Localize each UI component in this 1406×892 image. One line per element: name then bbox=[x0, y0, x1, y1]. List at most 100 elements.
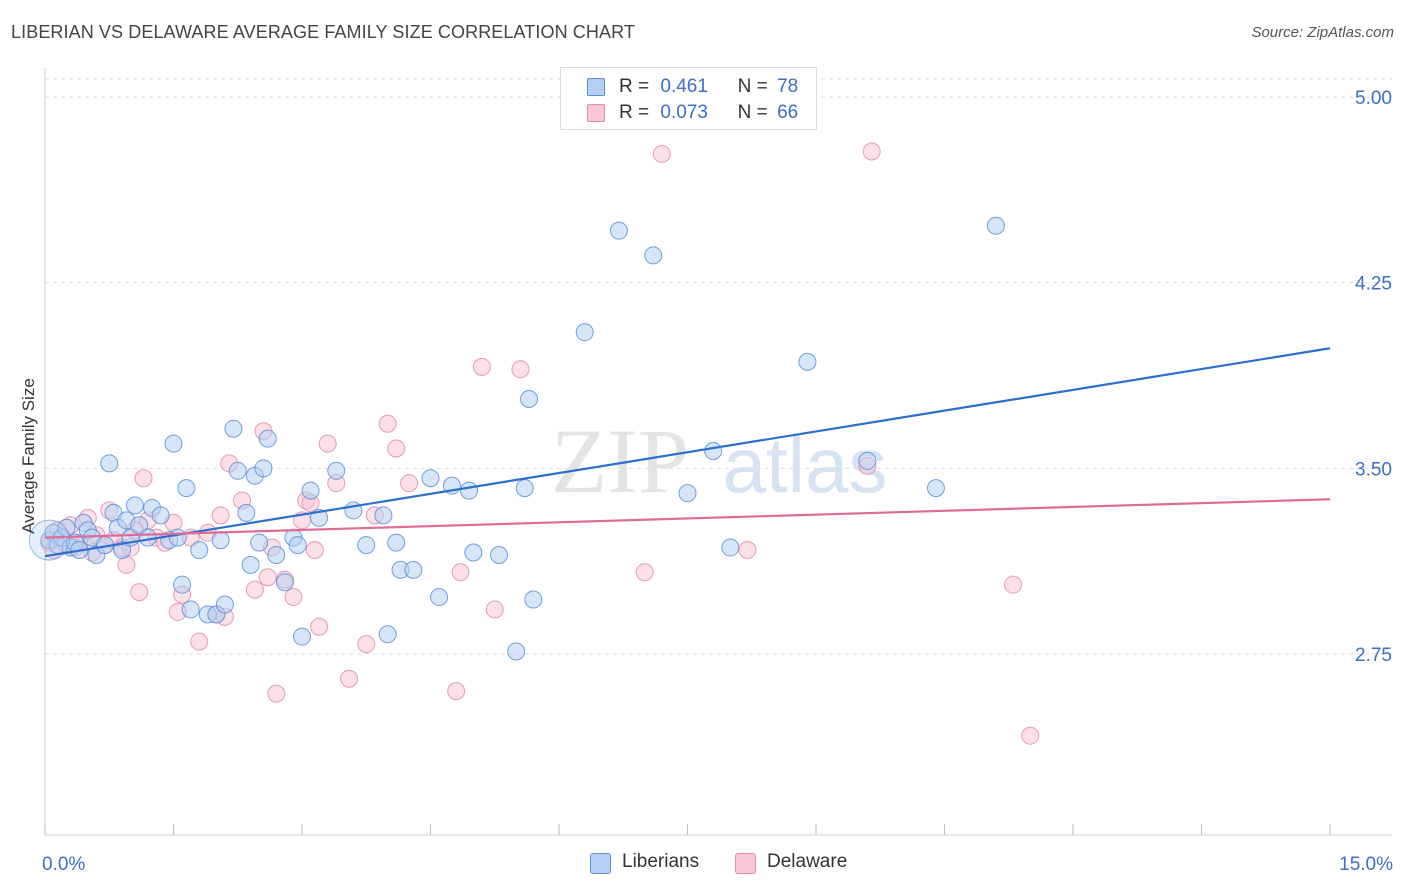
delaware-point bbox=[318, 434, 337, 453]
legend-text: R = 0.461 N = 78 bbox=[619, 76, 798, 98]
liberians-point bbox=[515, 479, 534, 498]
legend-label: Delaware bbox=[767, 851, 848, 872]
delaware-point bbox=[447, 682, 466, 701]
delaware-point bbox=[378, 414, 397, 433]
x-tick-label-min: 0.0% bbox=[42, 854, 85, 875]
liberians-point bbox=[258, 429, 277, 448]
axis-labels: 2.75 3.50 4.25 5.00 0.0% 15.0% Average Family … bbox=[19, 88, 1393, 875]
delaware-point bbox=[357, 635, 376, 654]
y-tick-label: 4.25 bbox=[1355, 274, 1392, 295]
axes bbox=[44, 68, 1392, 836]
r-value: 0.461 bbox=[660, 76, 708, 97]
liberians-swatch bbox=[590, 853, 611, 874]
delaware-point bbox=[340, 669, 359, 688]
delaware-point bbox=[511, 360, 530, 379]
liberians-point bbox=[524, 590, 543, 609]
liberians-point bbox=[125, 496, 144, 515]
liberians-point bbox=[288, 536, 307, 555]
liberians-point bbox=[378, 625, 397, 644]
delaware-point bbox=[738, 541, 757, 560]
liberians-point bbox=[113, 541, 132, 560]
data-points bbox=[28, 142, 1040, 745]
liberians-point bbox=[926, 479, 945, 498]
chart-title: LIBERIAN VS DELAWARE AVERAGE FAMILY SIZE… bbox=[11, 22, 635, 42]
n-label: N = bbox=[737, 76, 768, 97]
delaware-point bbox=[284, 588, 303, 607]
delaware-point bbox=[485, 600, 504, 619]
y-axis-label: Average Family Size bbox=[19, 378, 38, 534]
y-tick-label: 5.00 bbox=[1355, 88, 1392, 109]
liberians-point bbox=[164, 434, 183, 453]
watermark-zip: ZIP bbox=[551, 410, 689, 512]
liberians-point bbox=[520, 390, 539, 409]
liberians-point bbox=[250, 533, 269, 552]
delaware-point bbox=[400, 474, 419, 493]
liberians-point bbox=[254, 459, 273, 478]
liberians-point bbox=[464, 543, 483, 562]
delaware-point bbox=[305, 541, 324, 560]
delaware-point bbox=[862, 142, 881, 161]
liberians-point bbox=[644, 246, 663, 265]
liberians-point bbox=[404, 560, 423, 579]
liberians-point bbox=[357, 536, 376, 555]
legend-text: R = 0.073 N = 66 bbox=[619, 102, 798, 124]
delaware-point bbox=[635, 563, 654, 582]
delaware-point bbox=[472, 357, 491, 376]
liberians-point bbox=[151, 506, 170, 525]
delaware-point bbox=[652, 144, 671, 163]
liberians-point bbox=[211, 531, 230, 550]
liberians-cluster-point bbox=[28, 519, 70, 561]
liberians-point bbox=[575, 323, 594, 342]
y-tick-label: 2.75 bbox=[1355, 645, 1392, 666]
liberians-point bbox=[704, 442, 723, 461]
liberians-point bbox=[224, 419, 243, 438]
liberians-point bbox=[430, 588, 449, 607]
chart-source: Source: ZipAtlas.com bbox=[1251, 24, 1394, 41]
correlation-legend: R = 0.461 N = 78 R = 0.073 N = 66 bbox=[560, 67, 817, 130]
watermark: ZIP atlas bbox=[551, 410, 887, 512]
delaware-point bbox=[211, 506, 230, 525]
liberians-point bbox=[241, 555, 260, 574]
delaware-point bbox=[1004, 575, 1023, 594]
delaware-swatch bbox=[587, 104, 605, 122]
liberians-point bbox=[168, 528, 187, 547]
liberians-point bbox=[858, 451, 877, 470]
liberians-point bbox=[507, 642, 526, 661]
liberians-point bbox=[275, 573, 294, 592]
delaware-point bbox=[130, 583, 149, 602]
liberians-point bbox=[374, 506, 393, 525]
delaware-swatch bbox=[735, 853, 756, 874]
delaware-point bbox=[310, 617, 329, 636]
liberians-point bbox=[267, 545, 286, 564]
r-label: R = bbox=[619, 102, 650, 123]
delaware-point bbox=[190, 632, 209, 651]
liberians-point bbox=[387, 533, 406, 552]
y-tick-label: 3.50 bbox=[1355, 459, 1392, 480]
delaware-point bbox=[245, 580, 264, 599]
delaware-point bbox=[134, 469, 153, 488]
liberians-point bbox=[100, 454, 119, 473]
liberians-point bbox=[181, 600, 200, 619]
legend-label: Liberians bbox=[622, 851, 700, 872]
liberians-point bbox=[609, 221, 628, 240]
n-value: 66 bbox=[777, 102, 799, 123]
liberians-point bbox=[721, 538, 740, 557]
liberians-point bbox=[986, 216, 1005, 235]
n-label: N = bbox=[737, 102, 768, 123]
delaware-point bbox=[258, 568, 277, 587]
r-value: 0.073 bbox=[660, 102, 708, 123]
delaware-point bbox=[387, 439, 406, 458]
x-tick-label-max: 15.0% bbox=[1339, 854, 1393, 875]
liberians-swatch bbox=[587, 78, 605, 96]
liberians-point bbox=[301, 481, 320, 500]
liberians-point bbox=[678, 484, 697, 503]
liberians-point bbox=[228, 461, 247, 480]
liberians-point bbox=[237, 503, 256, 522]
liberians-point bbox=[190, 541, 209, 560]
liberians-point bbox=[460, 481, 479, 500]
n-value: 78 bbox=[777, 76, 799, 97]
delaware-trend-line bbox=[44, 498, 1331, 539]
trend-lines bbox=[44, 347, 1331, 558]
delaware-point bbox=[451, 563, 470, 582]
